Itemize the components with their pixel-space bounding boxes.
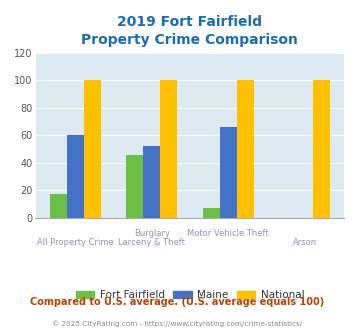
Bar xyxy=(143,146,160,218)
Text: Motor Vehicle Theft: Motor Vehicle Theft xyxy=(187,229,269,238)
Bar xyxy=(313,80,330,218)
Text: Burglary: Burglary xyxy=(133,229,170,238)
Bar xyxy=(203,208,220,218)
Bar xyxy=(220,127,237,218)
Bar xyxy=(237,80,254,218)
Bar xyxy=(160,80,177,218)
Bar xyxy=(50,194,66,218)
Bar xyxy=(126,154,143,218)
Text: Arson: Arson xyxy=(293,238,317,248)
Text: All Property Crime: All Property Crime xyxy=(37,238,114,248)
Legend: Fort Fairfield, Maine, National: Fort Fairfield, Maine, National xyxy=(72,286,308,304)
Title: 2019 Fort Fairfield
Property Crime Comparison: 2019 Fort Fairfield Property Crime Compa… xyxy=(82,15,298,48)
Text: Compared to U.S. average. (U.S. average equals 100): Compared to U.S. average. (U.S. average … xyxy=(31,297,324,307)
Bar xyxy=(66,135,83,218)
Text: Larceny & Theft: Larceny & Theft xyxy=(118,238,185,248)
Bar xyxy=(83,80,100,218)
Text: © 2025 CityRating.com - https://www.cityrating.com/crime-statistics/: © 2025 CityRating.com - https://www.city… xyxy=(53,320,302,327)
